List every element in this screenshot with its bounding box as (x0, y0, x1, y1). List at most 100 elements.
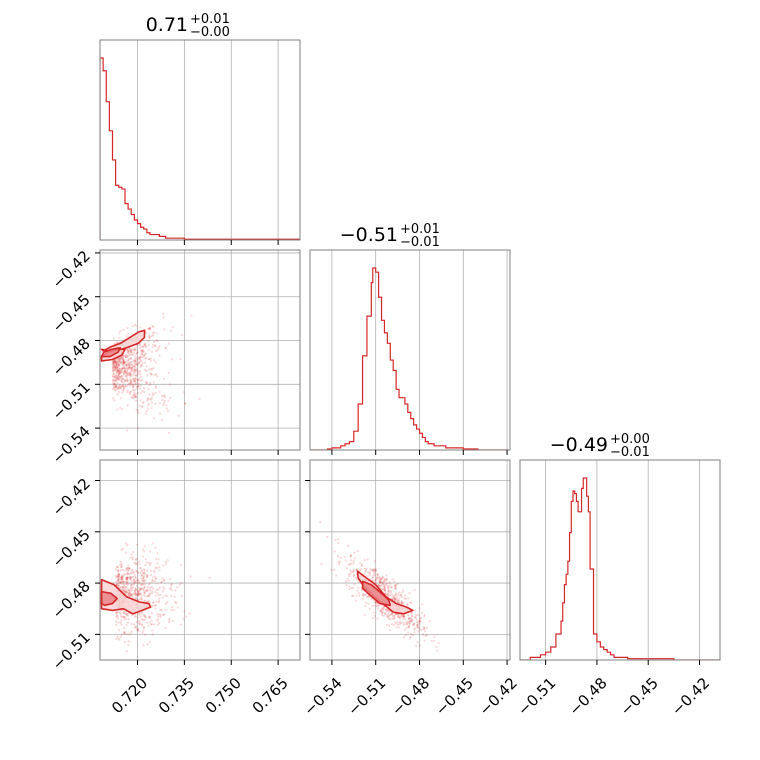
scatter-point (147, 387, 150, 391)
scatter-point (124, 356, 127, 359)
scatter-point (198, 397, 201, 400)
scatter-point (148, 393, 151, 396)
scatter-point (121, 374, 124, 378)
scatter-point (373, 574, 377, 577)
histogram-line (100, 57, 300, 240)
scatter-point (164, 602, 167, 605)
scatter-point (387, 589, 390, 592)
scatter-point (409, 632, 412, 635)
scatter-point (170, 589, 173, 592)
scatter-point (127, 351, 130, 354)
scatter-point (170, 609, 173, 612)
scatter-point (113, 365, 117, 368)
scatter-point (373, 560, 376, 563)
scatter-point (156, 348, 159, 352)
grid (100, 460, 300, 660)
scatter-point (134, 575, 137, 579)
scatter-point (112, 372, 115, 376)
scatter-point (114, 361, 117, 364)
scatter-point (364, 601, 368, 604)
scatter-point (399, 620, 402, 624)
scatter-point (124, 569, 127, 572)
scatter-point (389, 589, 393, 593)
scatter-point (407, 617, 410, 621)
scatter-point (148, 615, 151, 618)
scatter-point (126, 374, 129, 377)
scatter-point (134, 588, 137, 591)
scatter-point (113, 399, 116, 402)
scatter-point (385, 610, 389, 613)
scatter-point (173, 595, 176, 598)
scatter-point (119, 569, 122, 572)
scatter-point (149, 367, 153, 371)
scatter-point (154, 577, 157, 580)
scatter-point (127, 383, 130, 386)
scatter-point (111, 361, 114, 364)
scatter-point (127, 593, 130, 596)
scatter-point (137, 620, 140, 623)
scatter-point (418, 619, 421, 623)
scatter-point (116, 408, 119, 411)
scatter-point (143, 592, 146, 595)
scatter-point (128, 577, 132, 581)
scatter-point (132, 582, 135, 586)
scatter-point (409, 616, 412, 619)
scatter-point (127, 365, 130, 369)
scatter-point (381, 611, 384, 614)
scatter-point (405, 626, 408, 630)
scatter-point (419, 616, 423, 620)
scatter-point (154, 344, 157, 347)
scatter-point (111, 362, 114, 365)
scatter-point (151, 629, 154, 632)
scatter-point (122, 359, 125, 362)
scatter-point (422, 633, 425, 636)
scatter-point (137, 409, 140, 412)
scatter-point (143, 353, 146, 356)
scatter-point (398, 617, 401, 620)
scatter-point (133, 349, 136, 352)
scatter-point (398, 594, 401, 597)
scatter-point (117, 363, 120, 366)
scatter-point (133, 395, 136, 398)
scatter-point (131, 383, 134, 386)
scatter-point (384, 589, 387, 592)
scatter-point (390, 613, 393, 616)
scatter-point (116, 392, 119, 396)
scatter-point (127, 367, 131, 370)
scatter-point (112, 360, 115, 363)
scatter-point (117, 621, 120, 624)
scatter-point (158, 390, 161, 394)
scatter-point (379, 609, 383, 612)
scatter-point (114, 362, 118, 365)
scatter-point (355, 568, 359, 571)
scatter-point (118, 573, 121, 576)
scatter-point (402, 623, 405, 626)
scatter-point (130, 583, 133, 586)
scatter-point (393, 598, 397, 601)
scatter-point (133, 346, 137, 349)
scatter-point (135, 570, 138, 573)
scatter-point (164, 346, 167, 349)
scatter-point (120, 387, 123, 390)
scatter-point (418, 606, 421, 610)
scatter-point (410, 611, 413, 614)
scatter-point (380, 611, 384, 615)
scatter-point (118, 574, 121, 578)
x-tick-label: 0.735 (155, 674, 198, 717)
scatter-point (142, 350, 145, 353)
scatter-point (112, 381, 116, 385)
scatter-point (138, 588, 142, 591)
scatter-point (373, 568, 376, 572)
scatter-point (147, 334, 151, 338)
scatter-point (119, 396, 123, 400)
y-tick-label: −0.54 (49, 422, 94, 467)
scatter-point (133, 592, 136, 595)
scatter-point (147, 562, 151, 565)
scatter-point (384, 591, 387, 594)
scatter-point (152, 579, 155, 582)
scatter-point (180, 581, 183, 584)
contour-inner (100, 590, 118, 607)
scatter-point (126, 614, 130, 617)
scatter-point (397, 626, 401, 629)
scatter-point (120, 582, 123, 585)
